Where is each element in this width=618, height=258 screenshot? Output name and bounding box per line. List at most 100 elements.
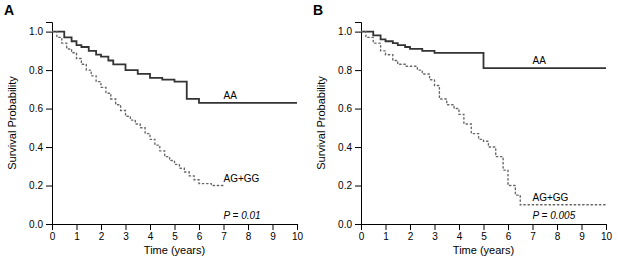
x-axis: 012345678910 bbox=[50, 224, 304, 242]
chart: 0123456789100.00.20.40.60.81.0Time (year… bbox=[0, 0, 618, 258]
y-tick-label: 1.0 bbox=[29, 26, 43, 37]
y-tick: 0.2 bbox=[338, 180, 361, 191]
y-tick-mark bbox=[46, 186, 52, 187]
x-tick-mark bbox=[410, 224, 411, 230]
x-tick: 6 bbox=[506, 224, 512, 242]
y-tick-label: 1.0 bbox=[338, 26, 352, 37]
x-tick: 8 bbox=[555, 224, 561, 242]
x-tick: 9 bbox=[579, 224, 585, 242]
x-tick-label: 4 bbox=[457, 231, 463, 242]
series-label: AA bbox=[533, 55, 547, 66]
panel-title: B bbox=[313, 2, 323, 18]
y-tick-mark bbox=[46, 224, 52, 225]
x-tick-mark bbox=[508, 224, 509, 230]
x-tick-label: 3 bbox=[432, 231, 438, 242]
y-tick-mark bbox=[355, 186, 361, 187]
x-tick-label: 10 bbox=[601, 231, 613, 242]
x-tick-label: 0 bbox=[50, 231, 56, 242]
x-tick: 8 bbox=[246, 224, 252, 242]
x-tick-mark bbox=[459, 224, 460, 230]
y-axis: 0.0 0.2 0.4 0.6 0.8 1.0 bbox=[29, 23, 52, 230]
y-tick-label: 0.8 bbox=[29, 65, 43, 76]
series-label: AG+GG bbox=[224, 173, 260, 184]
x-tick: 10 bbox=[292, 224, 304, 242]
survival-line bbox=[52, 32, 224, 186]
x-tick: 0 bbox=[50, 224, 56, 242]
x-axis: 012345678910 bbox=[359, 224, 613, 242]
x-tick-mark bbox=[273, 224, 274, 230]
y-tick-label: 0.4 bbox=[338, 142, 352, 153]
x-tick: 4 bbox=[148, 224, 154, 242]
x-tick-label: 10 bbox=[292, 231, 304, 242]
p-value: P = 0.005 bbox=[533, 210, 576, 221]
y-axis-title: Survival Probability bbox=[315, 76, 327, 170]
x-tick-mark bbox=[606, 224, 607, 230]
x-tick: 9 bbox=[270, 224, 276, 242]
x-tick: 10 bbox=[601, 224, 613, 242]
x-axis-title: Time (years) bbox=[453, 244, 514, 256]
y-tick-label: 0.6 bbox=[338, 103, 352, 114]
x-tick: 2 bbox=[408, 224, 414, 242]
y-tick-mark bbox=[355, 32, 361, 33]
x-tick: 0 bbox=[359, 224, 365, 242]
x-tick-label: 1 bbox=[74, 231, 80, 242]
x-tick-label: 9 bbox=[270, 231, 276, 242]
y-tick-label: 0.2 bbox=[29, 180, 43, 191]
y-tick: 1.0 bbox=[338, 26, 361, 37]
y-tick: 1.0 bbox=[29, 26, 52, 37]
x-tick: 4 bbox=[457, 224, 463, 242]
y-tick-mark bbox=[355, 109, 361, 110]
x-tick-mark bbox=[77, 224, 78, 230]
x-tick-label: 2 bbox=[408, 231, 414, 242]
x-tick-label: 5 bbox=[172, 231, 178, 242]
x-tick-label: 6 bbox=[506, 231, 512, 242]
plot-area bbox=[361, 32, 606, 205]
x-tick-mark bbox=[533, 224, 534, 230]
y-tick-mark bbox=[355, 224, 361, 225]
x-tick: 3 bbox=[432, 224, 438, 242]
x-tick-label: 8 bbox=[555, 231, 561, 242]
x-tick: 5 bbox=[172, 224, 178, 242]
y-axis-line bbox=[46, 23, 53, 225]
y-tick-label: 0.0 bbox=[338, 219, 352, 230]
x-tick-label: 5 bbox=[481, 231, 487, 242]
panel: 0123456789100.00.20.40.60.81.0Time (year… bbox=[313, 2, 612, 256]
y-tick-label: 0.2 bbox=[338, 180, 352, 191]
y-tick: 0.6 bbox=[29, 103, 52, 114]
y-tick: 0.4 bbox=[338, 142, 361, 153]
y-tick-label: 0.6 bbox=[29, 103, 43, 114]
y-tick: 0.4 bbox=[29, 142, 52, 153]
x-tick-mark bbox=[557, 224, 558, 230]
y-tick: 0.8 bbox=[29, 65, 52, 76]
y-axis-line bbox=[355, 23, 362, 225]
x-tick-label: 8 bbox=[246, 231, 252, 242]
x-tick-mark bbox=[101, 224, 102, 230]
y-axis: 0.0 0.2 0.4 0.6 0.8 1.0 bbox=[338, 23, 361, 230]
x-tick-mark bbox=[150, 224, 151, 230]
x-tick-mark bbox=[224, 224, 225, 230]
x-axis-line bbox=[53, 225, 298, 231]
p-value: P = 0.01 bbox=[224, 210, 261, 221]
y-tick: 0.0 bbox=[338, 219, 361, 230]
x-tick-mark bbox=[175, 224, 176, 230]
x-tick-mark bbox=[435, 224, 436, 230]
panel-title: A bbox=[4, 2, 14, 18]
y-tick-mark bbox=[46, 32, 52, 33]
y-tick-mark bbox=[46, 109, 52, 110]
y-tick-mark bbox=[355, 70, 361, 71]
x-axis-title: Time (years) bbox=[144, 244, 205, 256]
x-tick-label: 2 bbox=[99, 231, 105, 242]
plot-area bbox=[52, 32, 297, 186]
series-label: AG+GG bbox=[533, 192, 569, 203]
x-tick-label: 6 bbox=[197, 231, 203, 242]
y-tick-label: 0.4 bbox=[29, 142, 43, 153]
y-tick-label: 0.0 bbox=[29, 219, 43, 230]
y-tick-label: 0.8 bbox=[338, 65, 352, 76]
survival-line bbox=[52, 32, 297, 103]
x-tick-mark bbox=[297, 224, 298, 230]
y-tick-mark bbox=[46, 70, 52, 71]
y-tick: 0.6 bbox=[338, 103, 361, 114]
panel: 0123456789100.00.20.40.60.81.0Time (year… bbox=[4, 2, 303, 256]
y-tick: 0.8 bbox=[338, 65, 361, 76]
x-tick-label: 9 bbox=[579, 231, 585, 242]
